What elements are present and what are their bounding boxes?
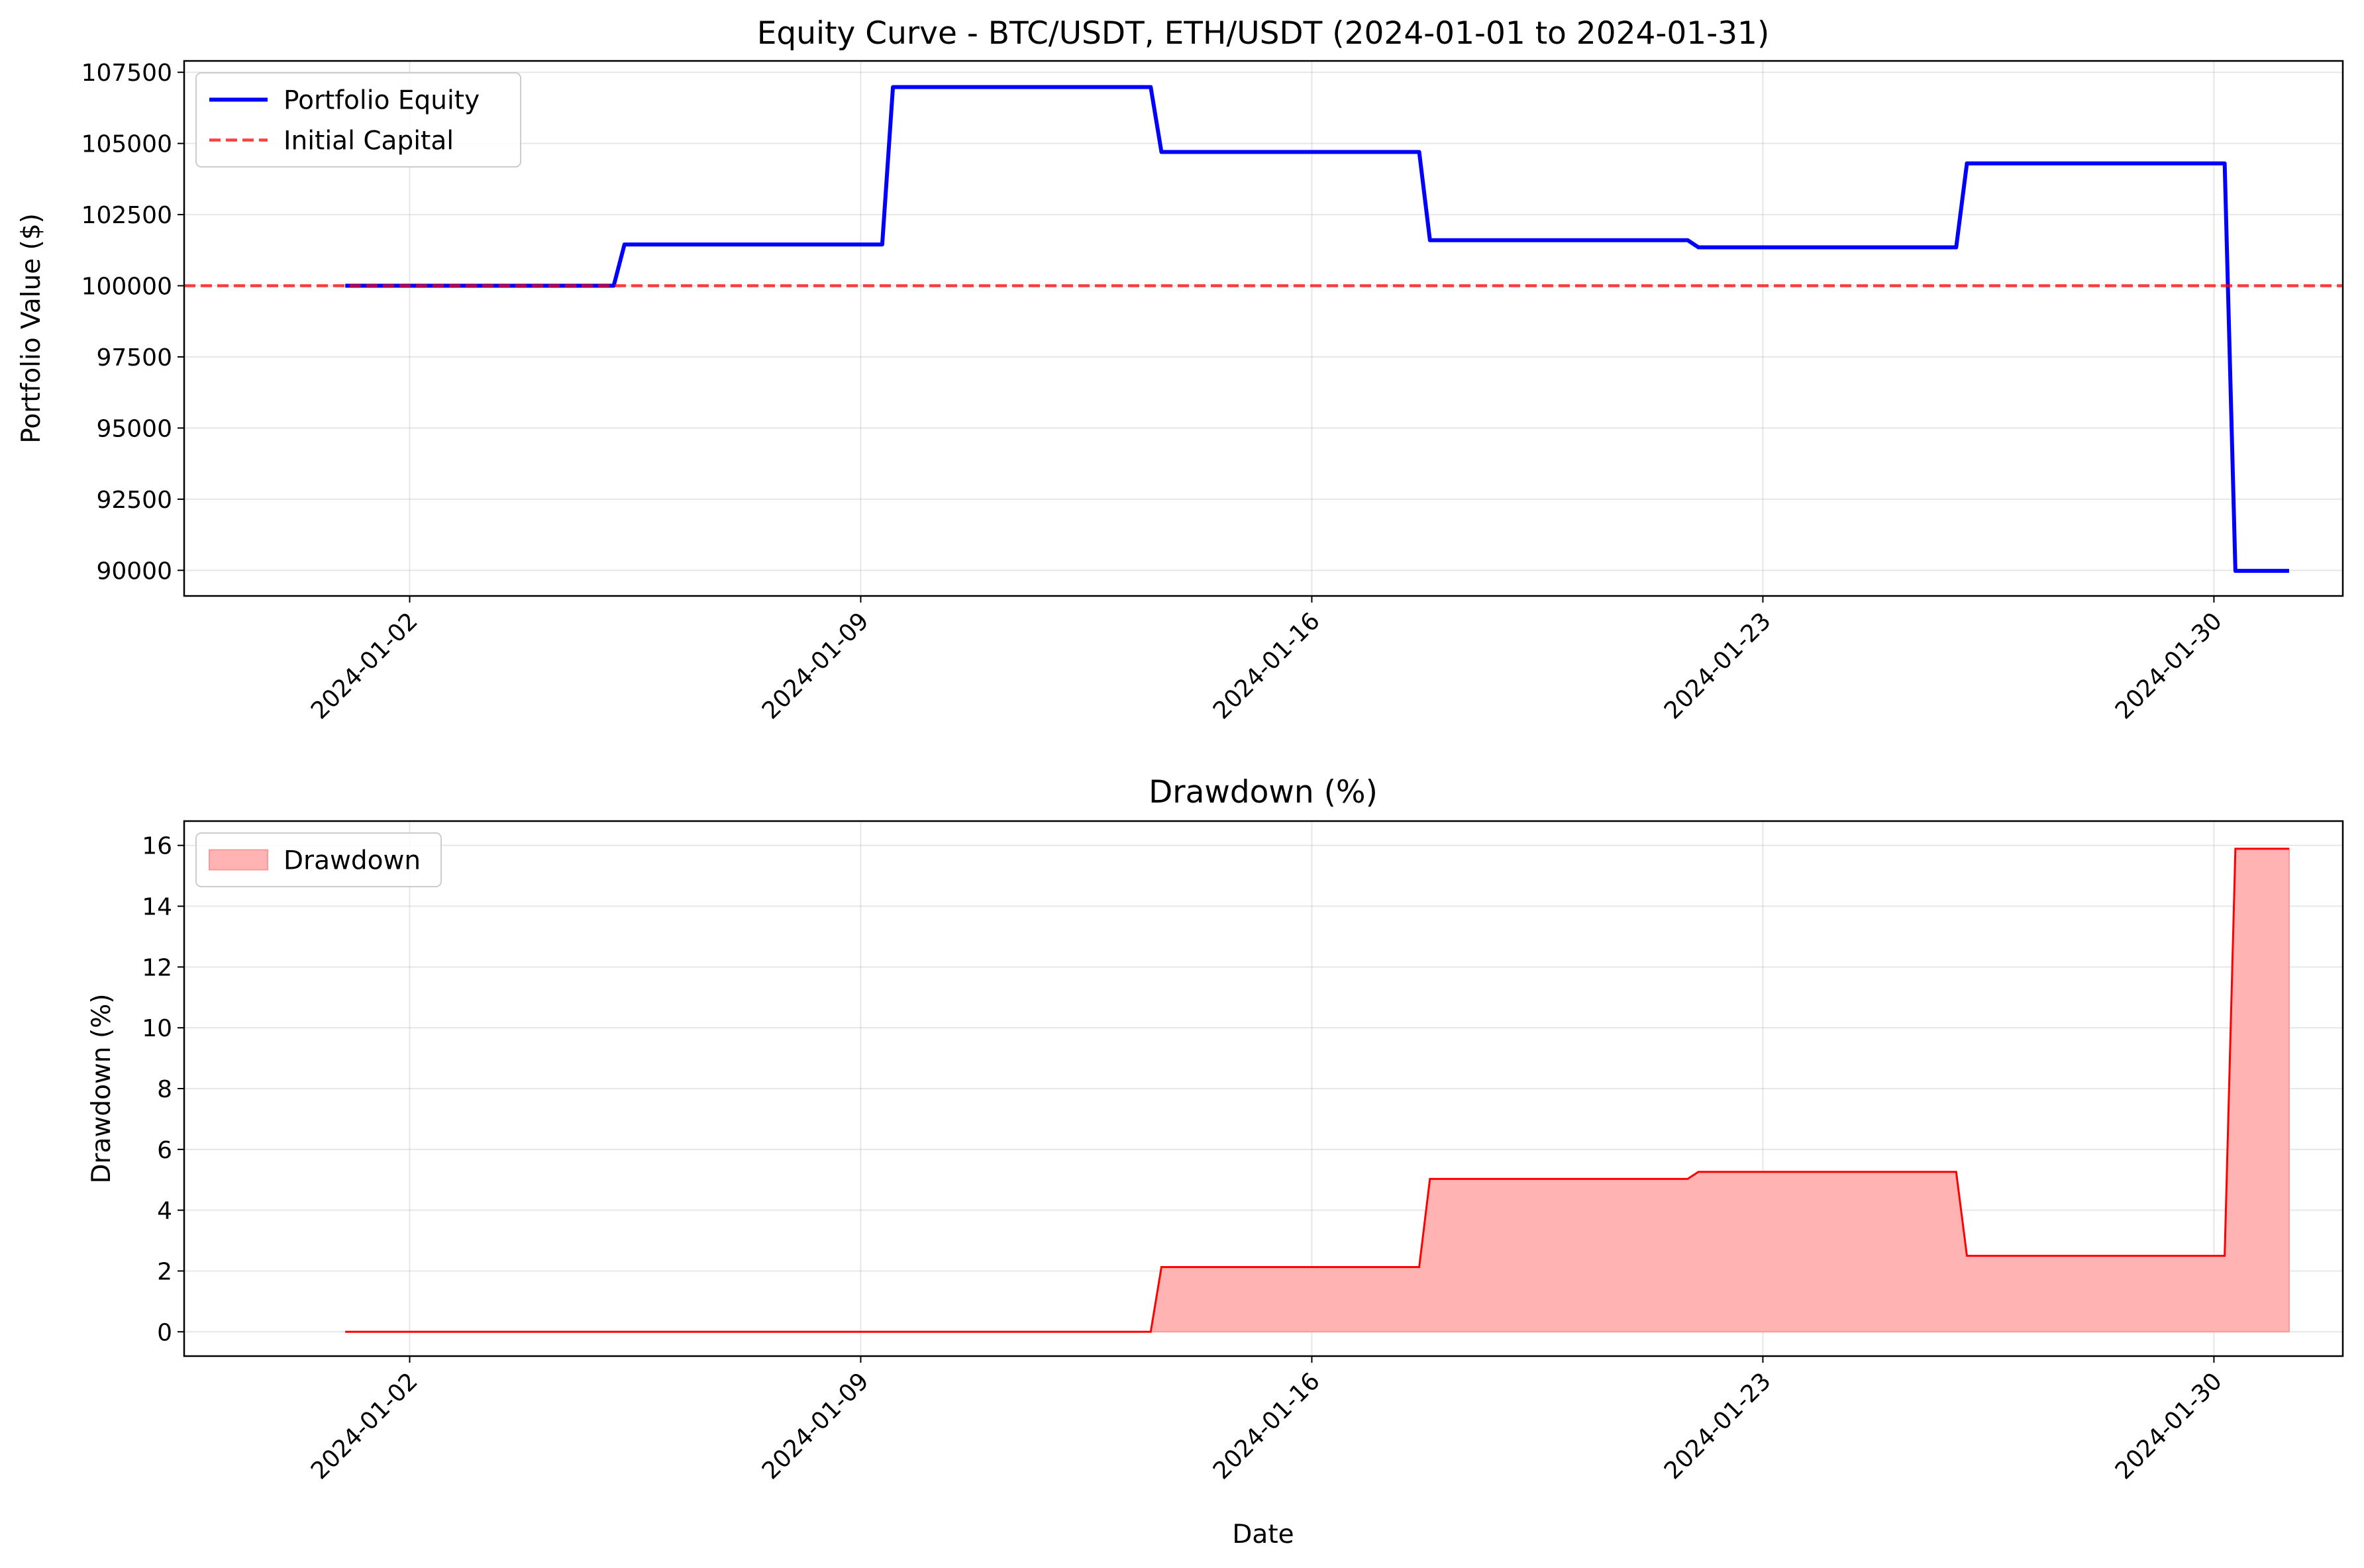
equity-y-tick-label: 90000 bbox=[96, 558, 172, 585]
drawdown-line bbox=[345, 848, 2289, 1333]
equity-plot-frame bbox=[183, 60, 2344, 597]
drawdown-y-tick-label: 8 bbox=[157, 1076, 172, 1103]
drawdown-y-tick-label: 0 bbox=[157, 1319, 172, 1346]
drawdown-y-tick-label: 16 bbox=[142, 833, 172, 860]
drawdown-y-tick-label: 2 bbox=[157, 1258, 172, 1285]
equity-chart-title: Equity Curve - BTC/USDT, ETH/USDT (2024-… bbox=[757, 15, 1770, 52]
equity-y-tick-label: 95000 bbox=[96, 415, 172, 442]
legend-label: Initial Capital bbox=[283, 126, 454, 156]
drawdown-y-tick-label: 4 bbox=[157, 1198, 172, 1225]
drawdown-series-layer bbox=[345, 848, 2289, 1333]
equity-legend: Portfolio Equity Initial Capital bbox=[195, 72, 521, 168]
drawdown-chart-title: Drawdown (%) bbox=[1149, 774, 1378, 810]
drawdown-y-tick-label: 12 bbox=[142, 954, 172, 981]
equity-y-tick-label: 102500 bbox=[81, 202, 172, 229]
drawdown-y-tick-label: 6 bbox=[157, 1137, 172, 1164]
drawdown-y-tick-label: 10 bbox=[142, 1015, 172, 1042]
equity-series-layer bbox=[184, 85, 2343, 573]
equity-y-tick-label: 107500 bbox=[81, 60, 172, 87]
legend-label: Portfolio Equity bbox=[283, 86, 480, 116]
equity-y-tick-label: 100000 bbox=[81, 273, 172, 301]
drawdown-y-tick-label: 14 bbox=[142, 894, 172, 921]
equity-y-tick-label: 97500 bbox=[96, 344, 172, 371]
equity-legend-box bbox=[195, 72, 521, 168]
portfolio-equity-line bbox=[345, 85, 2289, 573]
equity-y-axis-label: Portfolio Value ($) bbox=[17, 213, 46, 444]
drawdown-y-axis-label: Drawdown (%) bbox=[87, 994, 117, 1184]
drawdown-legend: Drawdown bbox=[195, 832, 442, 887]
drawdown-x-axis-label: Date bbox=[1232, 1520, 1294, 1549]
equity-y-tick-label: 92500 bbox=[96, 487, 172, 514]
legend-swatch-drawdown bbox=[209, 849, 268, 871]
legend-label: Drawdown bbox=[283, 846, 421, 876]
equity-y-tick-label: 105000 bbox=[81, 131, 172, 158]
drawdown-legend-box bbox=[195, 832, 442, 887]
